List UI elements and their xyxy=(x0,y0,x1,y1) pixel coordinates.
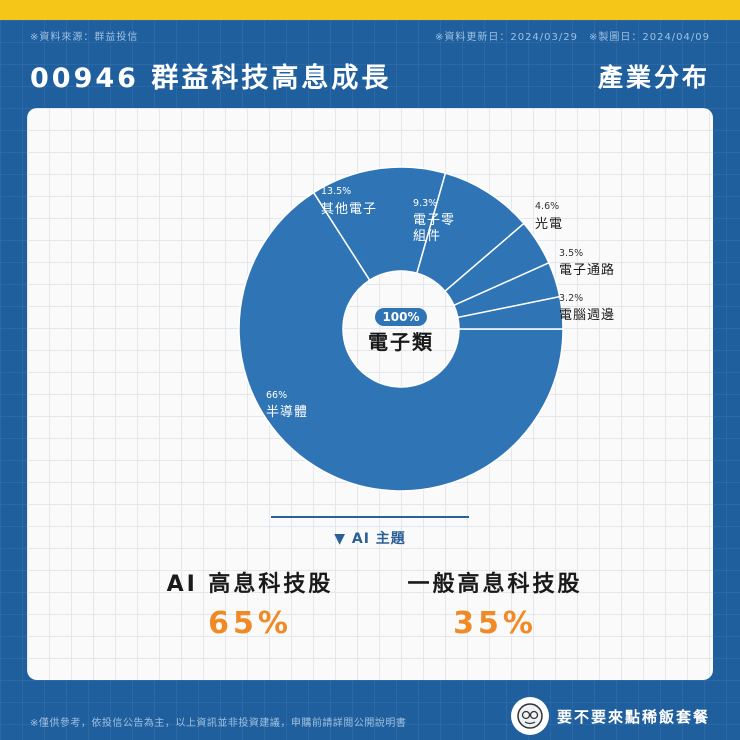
slice-name-label: 半導體 xyxy=(266,405,308,420)
donut-slice xyxy=(238,191,564,492)
slice-percent-label: 3.5% xyxy=(559,248,583,259)
section-divider xyxy=(271,516,469,518)
top-accent-bar xyxy=(0,0,740,20)
donut-slice xyxy=(456,295,564,330)
slice-percent-label: 66% xyxy=(266,390,287,401)
center-badge-text: 100% xyxy=(382,310,419,324)
ai-stock-value: 65% xyxy=(208,606,292,641)
update-dates: ※資料更新日：2024/03/29 ※製圖日：2024/04/09 xyxy=(434,32,710,43)
disclaimer: ※僅供參考，依投信公告為主，以上資訊並非投資建議，申購前請詳閱公開說明書 xyxy=(30,718,407,729)
slice-percent-label: 9.3% xyxy=(413,198,437,209)
chart-card: 66% 半導體 13.5% 其他電子 9.3% 電子零 組件 4.6% 光電 3.5% 電子通路 3.… xyxy=(27,108,713,680)
slice-name-label: 其他電子 xyxy=(321,202,377,217)
page-subtitle: 產業分布 xyxy=(597,63,710,92)
donut-slice xyxy=(312,166,447,282)
center-label: 電子類 xyxy=(368,330,434,354)
slice-name-label: 光電 xyxy=(535,217,563,232)
data-source: ※資料來源：群益投信 xyxy=(30,32,139,43)
slice-name-label: 電子通路 xyxy=(559,262,615,278)
slice-name-label: 電子零 xyxy=(413,213,455,228)
brand-logo-icon xyxy=(510,697,549,735)
general-stock-value: 35% xyxy=(453,606,537,641)
slice-name-label: 電腦週邊 xyxy=(559,308,615,323)
center-badge-pill xyxy=(375,308,427,326)
slice-name-label: 組件 xyxy=(413,229,441,244)
page-title: 00946 群益科技高息成長 xyxy=(30,63,392,94)
brand: 要不要來點稀飯套餐 xyxy=(510,697,710,735)
brand-name: 要不要來點稀飯套餐 xyxy=(556,707,710,726)
ai-theme-heading: ▼ AI 主題 xyxy=(334,531,406,547)
slice-percent-label: 3.2% xyxy=(559,293,583,304)
slice-percent-label: 13.5% xyxy=(321,186,351,197)
ai-stock-label: AI 高息科技股 xyxy=(166,572,334,597)
general-stock-label: 一般高息科技股 xyxy=(407,572,583,597)
slice-percent-label: 4.6% xyxy=(535,201,559,212)
